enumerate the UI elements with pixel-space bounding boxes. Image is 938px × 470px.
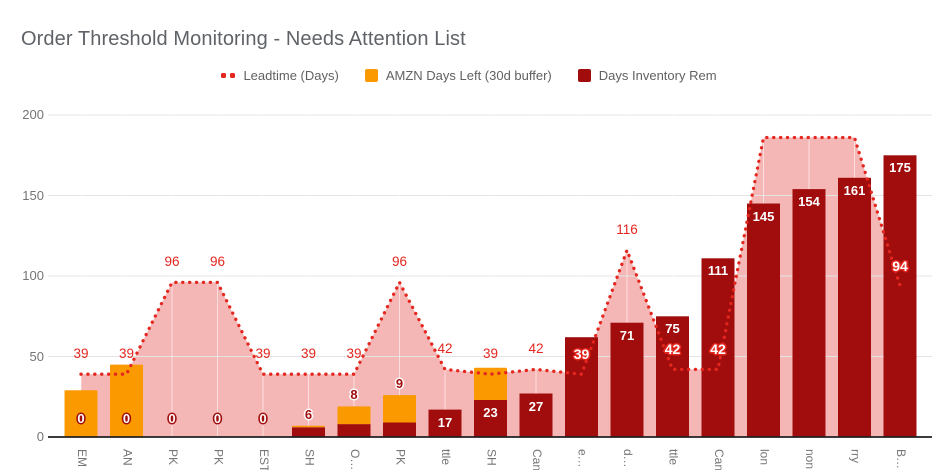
amzn-bar[interactable]: [337, 406, 371, 425]
dotted-line-icon: [221, 73, 236, 78]
inventory-bar[interactable]: [519, 393, 553, 438]
amzn-bar[interactable]: [292, 425, 325, 428]
dark-red-swatch-icon: [577, 69, 591, 82]
legend-label: Leadtime (Days): [243, 68, 339, 83]
legend-item-days-inventory[interactable]: Days Inventory Rem: [577, 68, 717, 83]
amzn-bar[interactable]: [474, 367, 507, 400]
inventory-bar[interactable]: [701, 258, 735, 437]
inventory-bar[interactable]: [656, 316, 689, 438]
inventory-bar[interactable]: [292, 427, 325, 437]
inventory-bar[interactable]: [792, 189, 826, 437]
chart-title: Order Threshold Monitoring - Needs Atten…: [21, 28, 466, 50]
amzn-bar[interactable]: [110, 364, 143, 438]
inventory-bar[interactable]: [610, 322, 644, 437]
inventory-bar[interactable]: [838, 177, 871, 438]
leadtime-line: [79, 135, 902, 376]
inventory-bar[interactable]: [428, 409, 462, 437]
inventory-bar[interactable]: [337, 424, 371, 437]
legend-label: AMZN Days Left (30d buffer): [385, 68, 552, 83]
legend: Leadtime (Days) AMZN Days Left (30d buff…: [0, 68, 938, 83]
legend-item-amzn-days-left[interactable]: AMZN Days Left (30d buffer): [364, 68, 552, 83]
inventory-bar[interactable]: [883, 155, 917, 438]
inventory-bar[interactable]: [474, 400, 507, 437]
inventory-bar[interactable]: [565, 337, 598, 437]
inventory-bar[interactable]: [747, 203, 780, 438]
legend-item-leadtime[interactable]: Leadtime (Days): [221, 68, 339, 83]
legend-label: Days Inventory Rem: [598, 68, 717, 83]
orange-swatch-icon: [364, 69, 378, 82]
amzn-bar[interactable]: [64, 390, 98, 437]
amzn-bar[interactable]: [383, 395, 416, 423]
inventory-bar[interactable]: [383, 422, 416, 438]
